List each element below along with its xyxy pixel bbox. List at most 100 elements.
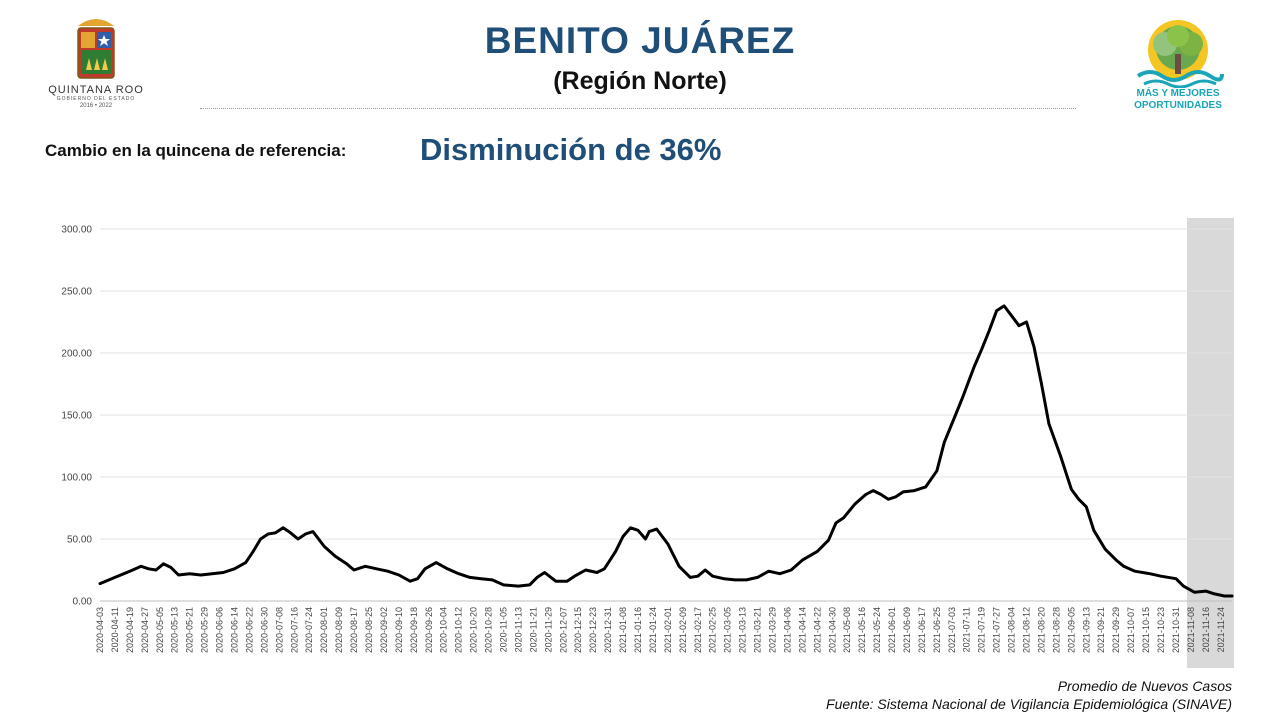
x-tick-label: 2021-09-05 — [1066, 607, 1076, 653]
y-tick-label: 100.00 — [61, 473, 92, 484]
header-divider — [200, 108, 1076, 109]
x-tick-label: 2021-05-24 — [872, 607, 882, 653]
page-subtitle: (Región Norte) — [553, 67, 727, 95]
x-tick-label: 2021-07-19 — [977, 607, 987, 653]
x-tick-label: 2021-03-21 — [753, 607, 763, 653]
x-tick-label: 2020-06-30 — [259, 607, 269, 653]
logo-left-name: QUINTANA ROO — [48, 84, 144, 96]
y-tick-label: 150.00 — [61, 411, 92, 422]
x-tick-label: 2021-03-13 — [738, 607, 748, 653]
x-tick-label: 2021-09-13 — [1081, 607, 1091, 653]
x-tick-label: 2020-04-03 — [95, 607, 105, 653]
x-tick-label: 2020-09-10 — [394, 607, 404, 653]
x-tick-label: 2021-05-16 — [857, 607, 867, 653]
x-tick-label: 2021-11-24 — [1216, 607, 1226, 652]
x-tick-label: 2020-11-13 — [513, 607, 523, 652]
y-axis-ticks: 300.00 250.00 200.00 150.00 100.00 50.00 0.00 — [61, 225, 92, 608]
x-tick-label: 2020-11-29 — [543, 607, 553, 652]
page-title: BENITO JUÁREZ — [484, 20, 796, 61]
x-tick-label: 2021-11-08 — [1186, 607, 1196, 652]
x-tick-label: 2020-06-06 — [215, 607, 225, 653]
logo-right-line2: OPORTUNIDADES — [1134, 100, 1222, 111]
y-tick-label: 300.00 — [61, 225, 92, 236]
change-label: Cambio en la quincena de referencia: — [45, 141, 347, 160]
x-tick-label: 2021-04-06 — [782, 607, 792, 653]
x-tick-label: 2020-12-07 — [558, 607, 568, 653]
x-tick-label: 2021-01-08 — [618, 607, 628, 653]
x-tick-label: 2021-06-25 — [932, 607, 942, 653]
change-value: Disminución de 36% — [420, 132, 722, 167]
x-tick-label: 2021-10-23 — [1156, 607, 1166, 653]
x-tick-label: 2020-10-12 — [454, 607, 464, 653]
x-tick-label: 2020-05-13 — [170, 607, 180, 653]
x-tick-label: 2021-02-25 — [708, 607, 718, 653]
x-tick-label: 2021-08-28 — [1051, 607, 1061, 653]
x-tick-label: 2021-01-24 — [648, 607, 658, 653]
x-tick-label: 2021-08-12 — [1022, 607, 1032, 653]
x-tick-label: 2020-12-23 — [588, 607, 598, 653]
x-tick-label: 2020-05-29 — [200, 607, 210, 653]
x-tick-label: 2020-10-04 — [439, 607, 449, 653]
x-tick-label: 2020-07-08 — [274, 607, 284, 653]
x-tick-label: 2020-12-31 — [603, 607, 613, 653]
x-tick-label: 2020-12-15 — [573, 607, 583, 653]
x-tick-label: 2021-03-29 — [767, 607, 777, 653]
x-tick-label: 2021-11-16 — [1201, 607, 1211, 652]
x-tick-label: 2021-07-11 — [962, 607, 972, 652]
x-tick-label: 2021-03-05 — [723, 607, 733, 653]
x-axis-ticks: 2020-04-03 2020-04-11 2020-04-19 2020-04-27… — [95, 607, 1226, 653]
oportunidades-logo: MÁS Y MEJORES OPORTUNIDADES — [1118, 18, 1238, 114]
x-tick-label: 2020-10-20 — [469, 607, 479, 653]
x-tick-label: 2021-10-07 — [1126, 607, 1136, 653]
x-tick-label: 2020-06-14 — [229, 607, 239, 653]
logo-left-subtitle: GOBIERNO DEL ESTADO — [56, 96, 136, 102]
x-tick-label: 2020-09-18 — [409, 607, 419, 653]
y-tick-label: 50.00 — [67, 535, 92, 546]
y-tick-label: 250.00 — [61, 287, 92, 298]
x-tick-label: 2020-06-22 — [244, 607, 254, 653]
x-tick-label: 2021-08-04 — [1007, 607, 1017, 653]
x-tick-label: 2021-09-21 — [1096, 607, 1106, 653]
x-tick-label: 2021-02-01 — [663, 607, 673, 653]
x-tick-label: 2021-04-22 — [812, 607, 822, 653]
x-tick-label: 2021-09-29 — [1111, 607, 1121, 653]
x-tick-label: 2020-09-26 — [424, 607, 434, 653]
x-tick-label: 2020-07-16 — [289, 607, 299, 653]
x-tick-label: 2021-07-27 — [992, 607, 1002, 653]
x-tick-label: 2021-05-08 — [842, 607, 852, 653]
x-tick-label: 2020-08-09 — [334, 607, 344, 653]
x-tick-label: 2021-06-09 — [902, 607, 912, 653]
y-tick-label: 200.00 — [61, 349, 92, 360]
x-tick-label: 2020-04-19 — [125, 607, 135, 653]
quintana-roo-logo: QUINTANA ROO GOBIERNO DEL ESTADO 2016 • … — [40, 18, 152, 112]
x-tick-label: 2020-05-21 — [185, 607, 195, 653]
x-tick-label: 2020-10-28 — [484, 607, 494, 653]
x-tick-label: 2020-08-25 — [364, 607, 374, 653]
x-tick-label: 2020-05-05 — [155, 607, 165, 653]
x-tick-label: 2020-11-05 — [498, 607, 508, 652]
x-tick-label: 2021-10-15 — [1141, 607, 1151, 653]
x-tick-label: 2020-08-17 — [349, 607, 359, 653]
x-tick-label: 2021-04-14 — [797, 607, 807, 653]
x-tick-label: 2021-02-17 — [693, 607, 703, 653]
x-tick-label: 2021-10-31 — [1171, 607, 1181, 653]
x-tick-label: 2021-06-01 — [887, 607, 897, 653]
x-tick-label: 2020-09-02 — [379, 607, 389, 653]
x-tick-label: 2021-07-03 — [947, 607, 957, 653]
x-tick-label: 2020-04-11 — [110, 607, 120, 652]
x-tick-label: 2020-07-24 — [304, 607, 314, 653]
x-tick-label: 2021-02-09 — [678, 607, 688, 653]
coat-of-arms-icon — [77, 19, 115, 79]
series-layer — [98, 304, 1234, 598]
x-tick-label: 2021-01-16 — [633, 607, 643, 653]
x-tick-label: 2021-08-20 — [1036, 607, 1046, 653]
source-caption: Fuente: Sistema Nacional de Vigilancia E… — [826, 696, 1232, 712]
logo-right-line1: MÁS Y MEJORES — [1136, 88, 1220, 99]
y-tick-label: 0.00 — [73, 597, 93, 608]
x-tick-label: 2020-08-01 — [319, 607, 329, 653]
chart-gridlines — [100, 228, 1232, 602]
series-line — [98, 304, 1234, 598]
cases-line-chart: 300.00250.00200.00150.00100.0050.000.00 … — [61, 218, 1234, 668]
x-tick-label: 2020-11-21 — [528, 607, 538, 652]
x-tick-label: 2021-04-30 — [827, 607, 837, 653]
